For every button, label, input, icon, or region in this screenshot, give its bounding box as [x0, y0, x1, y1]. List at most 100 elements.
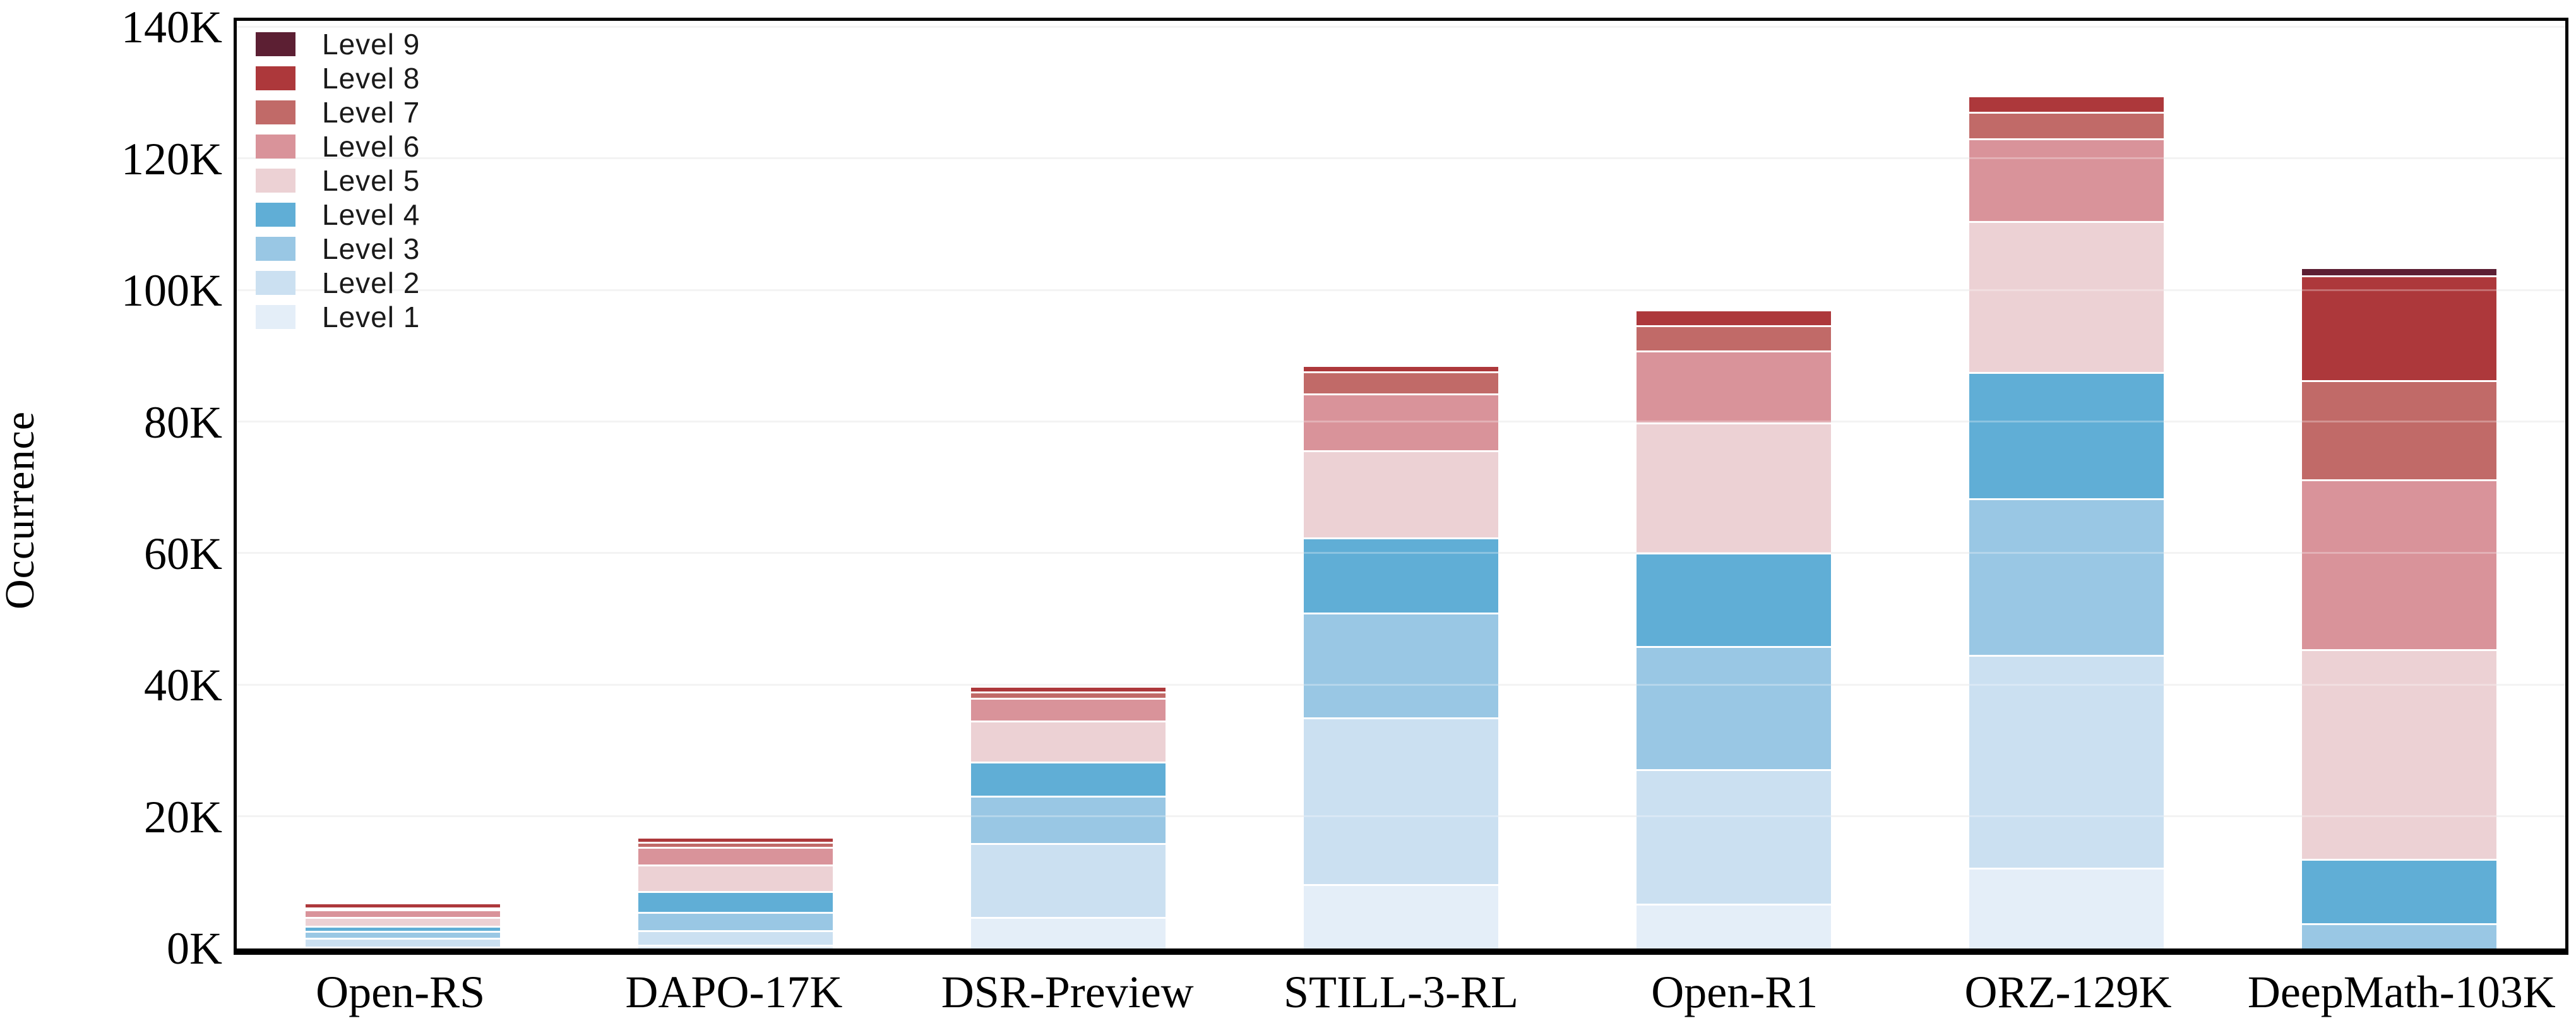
bar-segment-level-5 [2301, 649, 2496, 859]
legend-item-level-9: Level 9 [256, 27, 420, 61]
legend-item-level-3: Level 3 [256, 232, 420, 266]
gridline-60K [237, 552, 2565, 554]
bar-segment-level-7 [1636, 325, 1831, 351]
bar-segment-level-8 [1969, 95, 2164, 112]
x-tick-label-dsr-preview: DSR-Preview [941, 967, 1194, 1017]
x-tick-label-dapo-17k: DAPO-17K [625, 967, 843, 1017]
bar-segment-level-1 [306, 946, 501, 948]
bar-segment-level-2 [1636, 769, 1831, 904]
bar-slot-dapo-17k [569, 21, 902, 948]
bar-segment-level-4 [971, 762, 1166, 796]
bar-segment-level-8 [1304, 364, 1498, 372]
bar-segment-level-7 [306, 907, 501, 909]
bar-segment-level-5 [971, 720, 1166, 762]
bar-segment-level-8 [638, 836, 833, 842]
gridline-100K [237, 289, 2565, 291]
legend-swatch-level-7 [256, 100, 295, 124]
bar-segment-level-7 [1969, 111, 2164, 138]
bar-segment-level-7 [1304, 371, 1498, 393]
bar-segment-level-3 [1304, 612, 1498, 718]
bar-segment-level-1 [1969, 867, 2164, 948]
legend-item-level-7: Level 7 [256, 95, 420, 129]
legend-label: Level 1 [322, 301, 420, 333]
bar-open-rs [306, 902, 501, 948]
bar-segment-level-7 [971, 691, 1166, 698]
bar-segment-level-1 [638, 944, 833, 948]
bar-segment-level-4 [1969, 372, 2164, 499]
x-tick-label-orz-129k: ORZ-129K [1964, 967, 2172, 1017]
legend-label: Level 8 [322, 62, 420, 95]
bar-segment-level-2 [638, 930, 833, 945]
legend-swatch-level-5 [256, 169, 295, 193]
legend-item-level-2: Level 2 [256, 266, 420, 300]
bar-segment-level-5 [1969, 220, 2164, 373]
bar-segment-level-1 [1636, 904, 1831, 948]
bar-segment-level-4 [306, 925, 501, 931]
bar-segment-level-5 [1636, 422, 1831, 553]
x-tick-label-still-3-rl: STILL-3-RL [1284, 967, 1518, 1017]
bar-segment-level-8 [306, 902, 501, 907]
bar-segment-level-6 [1969, 138, 2164, 221]
legend-label: Level 5 [322, 164, 420, 197]
bar-segment-level-6 [306, 909, 501, 918]
bars-row [237, 21, 2565, 948]
bar-segment-level-8 [1636, 309, 1831, 326]
y-tick-label: 100K [121, 265, 222, 316]
y-tick-label: 0K [167, 923, 222, 974]
bar-segment-level-6 [2301, 479, 2496, 649]
legend-swatch-level-8 [256, 66, 295, 90]
gridline-20K [237, 815, 2565, 817]
bar-segment-level-6 [638, 846, 833, 864]
gridline-140K [237, 26, 2565, 28]
legend-item-level-6: Level 6 [256, 129, 420, 164]
legend-swatch-level-6 [256, 135, 295, 159]
y-tick-label: 80K [144, 397, 222, 448]
legend-label: Level 4 [322, 198, 420, 231]
y-tick-label: 40K [144, 660, 222, 711]
legend: Level 9 Level 8 Level 7 Level 6 Level 5 Level… [256, 27, 420, 334]
legend-item-level-1: Level 1 [256, 300, 420, 334]
x-tick-label-open-r1: Open-R1 [1651, 967, 1818, 1017]
bar-segment-level-4 [2301, 859, 2496, 924]
bar-segment-level-6 [971, 698, 1166, 721]
gridline-120K [237, 157, 2565, 159]
bar-orz-129k [1969, 95, 2164, 948]
bar-deepmath-103k [2301, 266, 2496, 948]
bar-segment-level-3 [1969, 498, 2164, 655]
legend-label: Level 7 [322, 96, 420, 129]
bar-segment-level-4 [638, 891, 833, 912]
x-axis-tick-labels: Open-RS DAPO-17K DSR-Preview STILL-3-RL Open… [234, 966, 2568, 1019]
bar-segment-level-9 [2301, 266, 2496, 276]
bar-segment-level-1 [1304, 883, 1498, 948]
bar-slot-dsr-preview [902, 21, 1235, 948]
bar-still-3-rl [1304, 364, 1498, 948]
bar-slot-still-3-rl [1235, 21, 1568, 948]
legend-label: Level 9 [322, 28, 420, 61]
legend-swatch-level-4 [256, 203, 295, 227]
legend-label: Level 2 [322, 266, 420, 299]
bar-segment-level-3 [2301, 923, 2496, 948]
legend-label: Level 3 [322, 232, 420, 265]
x-tick-label-open-rs: Open-RS [316, 967, 486, 1017]
bar-segment-level-4 [1304, 537, 1498, 613]
gridline-80K [237, 421, 2565, 422]
bar-slot-orz-129k [1900, 21, 2233, 948]
bar-slot-open-r1 [1567, 21, 1900, 948]
bar-segment-level-6 [1636, 350, 1831, 422]
gridline-140K [237, 26, 2565, 28]
legend-label: Level 6 [322, 130, 420, 163]
bar-segment-level-5 [638, 864, 833, 892]
y-tick-label: 60K [144, 528, 222, 579]
bar-segment-level-8 [2301, 275, 2496, 380]
legend-swatch-level-9 [256, 32, 295, 56]
bar-segment-level-3 [971, 796, 1166, 844]
gridline-100K [237, 289, 2565, 291]
bar-segment-level-2 [971, 843, 1166, 917]
bar-dsr-preview [971, 686, 1166, 948]
bar-segment-level-6 [1304, 393, 1498, 451]
bar-segment-level-3 [306, 930, 501, 938]
bar-segment-level-1 [971, 917, 1166, 948]
bar-segment-level-2 [1969, 655, 2164, 868]
bar-segment-level-5 [306, 917, 501, 926]
bar-segment-level-2 [1304, 717, 1498, 884]
